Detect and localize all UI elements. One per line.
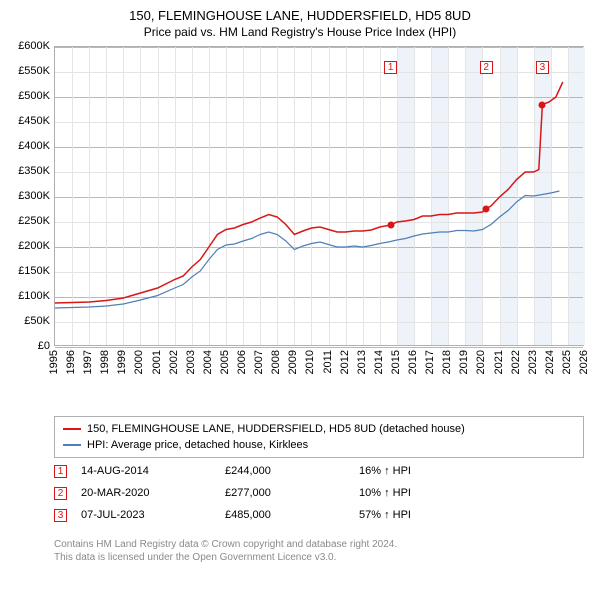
y-tick-label: £100K (0, 290, 50, 302)
footer-line-2: This data is licensed under the Open Gov… (54, 551, 584, 564)
legend-box: 150, FLEMINGHOUSE LANE, HUDDERSFIELD, HD… (54, 416, 584, 458)
line-layer (55, 47, 585, 347)
y-tick-label: £450K (0, 115, 50, 127)
x-tick-label: 1999 (116, 350, 128, 374)
x-tick-label: 2006 (236, 350, 248, 374)
sale-marker-box: 2 (480, 61, 493, 74)
legend-swatch (63, 444, 81, 446)
footer-line-1: Contains HM Land Registry data © Crown c… (54, 538, 584, 551)
x-tick-label: 1995 (48, 350, 60, 374)
x-tick-label: 2020 (475, 350, 487, 374)
x-tick-label: 2004 (202, 350, 214, 374)
plot-wrap: 123 £0£50K£100K£150K£200K£250K£300K£350K… (54, 46, 584, 376)
sale-marker-box: 3 (536, 61, 549, 74)
sale-row: 1 14-AUG-2014 £244,000 16% ↑ HPI (54, 460, 584, 482)
x-tick-label: 2012 (339, 350, 351, 374)
legend-row: 150, FLEMINGHOUSE LANE, HUDDERSFIELD, HD… (63, 421, 575, 437)
sale-price: £244,000 (225, 465, 345, 477)
x-tick-label: 2019 (458, 350, 470, 374)
x-tick-label: 2014 (373, 350, 385, 374)
legend-label: HPI: Average price, detached house, Kirk… (87, 439, 308, 451)
x-tick-label: 2015 (390, 350, 402, 374)
x-tick-label: 2001 (151, 350, 163, 374)
y-tick-label: £0 (0, 340, 50, 352)
sale-price: £485,000 (225, 509, 345, 521)
sale-dot (483, 205, 490, 212)
y-tick-label: £350K (0, 165, 50, 177)
x-tick-label: 2002 (168, 350, 180, 374)
x-tick-label: 1997 (82, 350, 94, 374)
y-tick-label: £600K (0, 40, 50, 52)
title-address: 150, FLEMINGHOUSE LANE, HUDDERSFIELD, HD… (0, 0, 600, 23)
x-tick-label: 2018 (441, 350, 453, 374)
gridline-horizontal (55, 347, 583, 348)
y-tick-label: £400K (0, 140, 50, 152)
sale-hpi-diff: 10% ↑ HPI (359, 487, 411, 499)
x-tick-label: 2021 (493, 350, 505, 374)
sale-row-marker: 3 (54, 509, 67, 522)
legend-row: HPI: Average price, detached house, Kirk… (63, 437, 575, 453)
sales-table: 1 14-AUG-2014 £244,000 16% ↑ HPI 2 20-MAR-202… (54, 460, 584, 526)
x-tick-label: 2010 (304, 350, 316, 374)
x-tick-label: 2003 (185, 350, 197, 374)
sale-row-marker: 2 (54, 487, 67, 500)
y-tick-label: £500K (0, 90, 50, 102)
x-tick-label: 2023 (527, 350, 539, 374)
x-tick-label: 2008 (270, 350, 282, 374)
sale-hpi-diff: 57% ↑ HPI (359, 509, 411, 521)
sale-dot (539, 101, 546, 108)
footer-attribution: Contains HM Land Registry data © Crown c… (54, 538, 584, 564)
sale-date: 07-JUL-2023 (81, 509, 211, 521)
x-tick-label: 2025 (561, 350, 573, 374)
x-tick-label: 2022 (510, 350, 522, 374)
x-tick-label: 2011 (322, 350, 334, 374)
x-tick-label: 2000 (133, 350, 145, 374)
sale-marker-box: 1 (384, 61, 397, 74)
series-line-price_paid (55, 82, 563, 303)
sale-row-marker: 1 (54, 465, 67, 478)
plot-area: 1 2 3 (54, 46, 584, 346)
x-tick-label: 2013 (356, 350, 368, 374)
sale-date: 14-AUG-2014 (81, 465, 211, 477)
sale-row: 2 20-MAR-2020 £277,000 10% ↑ HPI (54, 482, 584, 504)
x-tick-label: 2026 (578, 350, 590, 374)
x-tick-label: 1998 (99, 350, 111, 374)
x-tick-label: 2016 (407, 350, 419, 374)
y-tick-label: £550K (0, 65, 50, 77)
x-tick-label: 2024 (544, 350, 556, 374)
legend-label: 150, FLEMINGHOUSE LANE, HUDDERSFIELD, HD… (87, 423, 465, 435)
y-tick-label: £300K (0, 190, 50, 202)
y-tick-label: £200K (0, 240, 50, 252)
legend-swatch (63, 428, 81, 430)
x-tick-label: 2007 (253, 350, 265, 374)
x-tick-label: 2017 (424, 350, 436, 374)
y-tick-label: £50K (0, 315, 50, 327)
sale-dot (387, 222, 394, 229)
y-tick-label: £150K (0, 265, 50, 277)
sale-price: £277,000 (225, 487, 345, 499)
y-tick-label: £250K (0, 215, 50, 227)
title-subtitle: Price paid vs. HM Land Registry's House … (0, 23, 600, 39)
sale-row: 3 07-JUL-2023 £485,000 57% ↑ HPI (54, 504, 584, 526)
sale-date: 20-MAR-2020 (81, 487, 211, 499)
chart-container: 150, FLEMINGHOUSE LANE, HUDDERSFIELD, HD… (0, 0, 600, 590)
x-tick-label: 2005 (219, 350, 231, 374)
x-tick-label: 2009 (287, 350, 299, 374)
x-tick-label: 1996 (65, 350, 77, 374)
sale-hpi-diff: 16% ↑ HPI (359, 465, 411, 477)
